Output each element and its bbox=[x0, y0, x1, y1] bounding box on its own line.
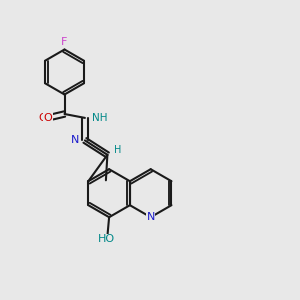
Text: F: F bbox=[61, 37, 68, 47]
Text: N: N bbox=[146, 212, 155, 222]
Text: H: H bbox=[114, 145, 122, 155]
Text: HO: HO bbox=[98, 234, 115, 244]
Text: O: O bbox=[39, 113, 48, 123]
Text: N: N bbox=[71, 135, 80, 146]
Text: NH: NH bbox=[92, 113, 108, 123]
Text: O: O bbox=[44, 113, 52, 123]
